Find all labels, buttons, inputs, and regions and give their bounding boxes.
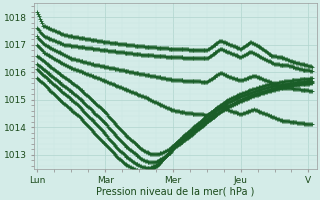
X-axis label: Pression niveau de la mer( hPa ): Pression niveau de la mer( hPa )	[96, 187, 254, 197]
